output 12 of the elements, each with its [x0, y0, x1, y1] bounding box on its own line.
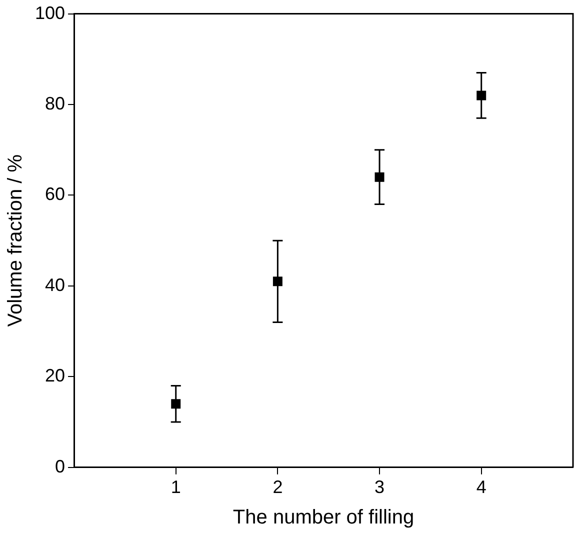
- x-tick-label: 3: [374, 477, 385, 498]
- y-tick-label: 60: [45, 184, 66, 204]
- y-tick-label: 20: [45, 366, 66, 386]
- y-tick-label: 100: [34, 2, 66, 23]
- y-tick-label: 80: [45, 93, 66, 114]
- x-axis-title: The number of filling: [232, 506, 414, 529]
- x-tick-label: 2: [272, 477, 283, 498]
- x-tick-label: 1: [170, 477, 181, 498]
- x-tick-label: 4: [476, 477, 486, 498]
- y-tick-label: 0: [55, 456, 66, 476]
- y-tick-label: 40: [45, 274, 66, 295]
- y-axis-title: Volume fraction / %: [4, 154, 27, 327]
